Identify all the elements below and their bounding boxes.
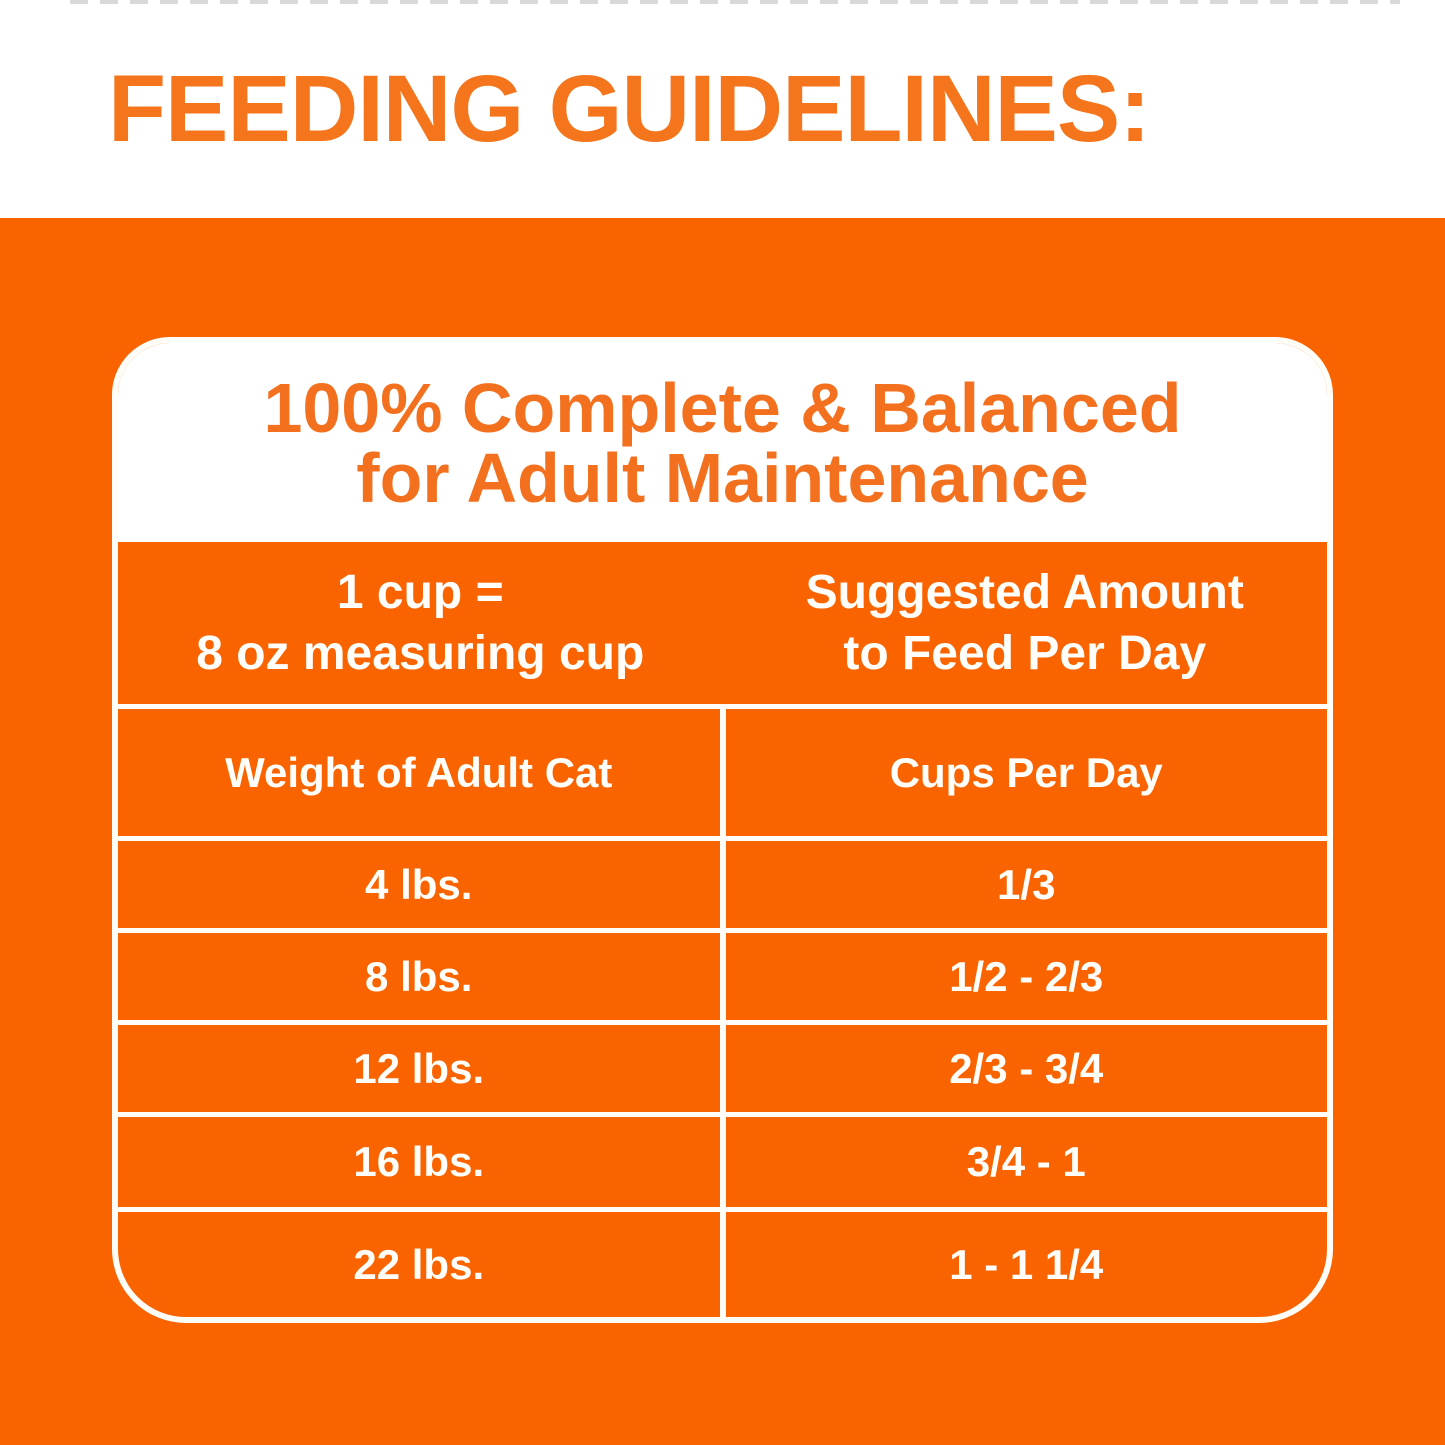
table-row-12lbs: 12 lbs. 2/3 - 3/4 [118, 1020, 1327, 1112]
cups-column-header: Cups Per Day [889, 748, 1163, 796]
table-row-22lbs: 22 lbs. 1 - 1 1/4 [118, 1207, 1327, 1317]
cups-cell: 3/4 - 1 [966, 1138, 1086, 1185]
cups-cell: 1 - 1 1/4 [949, 1240, 1104, 1288]
orange-background: 100% Complete & Balanced for Adult Maint… [0, 218, 1445, 1445]
cups-cell: 1/2 - 2/3 [949, 952, 1104, 1000]
weight-cell: 4 lbs. [118, 841, 726, 928]
measure-header-row: 1 cup = 8 oz measuring cup Suggested Amo… [118, 542, 1327, 704]
card-title-line2: for Adult Maintenance [356, 438, 1089, 517]
cup-measure-header-cell: 1 cup = 8 oz measuring cup [118, 542, 723, 704]
page-header: FEEDING GUIDELINES: [0, 0, 1445, 218]
card-title-line1: 100% Complete & Balanced [263, 368, 1182, 447]
cup-measure-line2: 8 oz measuring cup [196, 627, 645, 680]
weight-cell: 16 lbs. [118, 1117, 726, 1207]
page-title: FEEDING GUIDELINES: [108, 55, 1151, 162]
weight-cell: 8 lbs. [118, 933, 726, 1020]
weight-cell: 22 lbs. [118, 1212, 726, 1317]
cups-cell: 1/3 [997, 860, 1056, 908]
weight-cell: 12 lbs. [118, 1025, 726, 1112]
top-dashed-edge [70, 0, 1400, 4]
column-header-row: Weight of Adult Cat Cups Per Day [118, 704, 1327, 836]
suggested-amount-header-cell: Suggested Amount to Feed Per Day [723, 542, 1328, 704]
weight-column-header: Weight of Adult Cat [118, 709, 726, 836]
feeding-table: 1 cup = 8 oz measuring cup Suggested Amo… [118, 542, 1327, 1317]
suggested-amount-line2: to Feed Per Day [843, 627, 1207, 680]
table-row-4lbs: 4 lbs. 1/3 [118, 836, 1327, 928]
table-row-16lbs: 16 lbs. 3/4 - 1 [118, 1112, 1327, 1207]
cup-measure-line1: 1 cup = [336, 565, 504, 619]
table-row-8lbs: 8 lbs. 1/2 - 2/3 [118, 928, 1327, 1020]
cups-cell: 2/3 - 3/4 [949, 1044, 1104, 1092]
suggested-amount-line1: Suggested Amount [805, 565, 1244, 619]
card-title: 100% Complete & Balanced for Adult Maint… [118, 343, 1327, 542]
feeding-guidelines-card: 100% Complete & Balanced for Adult Maint… [112, 337, 1333, 1323]
